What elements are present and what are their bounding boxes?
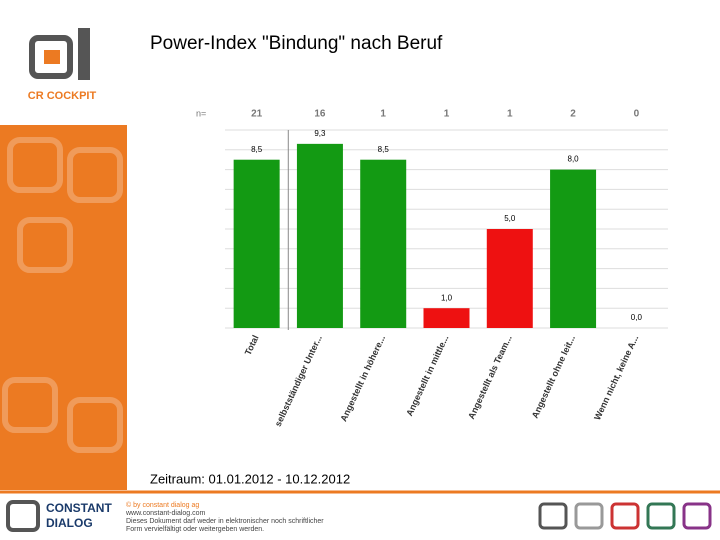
footer-line: Form vervielfältigt oder weitergeben wer… [126,526,264,533]
value-label: 8,0 [568,155,580,164]
value-label: 9,3 [314,129,326,138]
bar [486,229,533,328]
footer-icons [538,502,712,530]
n-value: 1 [380,109,386,120]
footer-brand: CONSTANT [46,501,112,515]
panel-pattern [2,137,123,453]
bar [296,143,343,328]
footer-line: © by constant dialog ag [126,501,199,509]
logo [29,28,90,80]
value-label: 0,0 [631,313,643,322]
bar [550,169,597,328]
footer-line: Dieses Dokument darf weder in elektronis… [126,518,324,525]
n-value: 1 [444,109,450,120]
footer-line: www.constant-dialog.com [125,510,206,517]
bar [360,159,407,328]
value-label: 8,5 [378,145,390,154]
slide-title: Power-Index "Bindung" nach Beruf [150,33,443,54]
bar [423,308,470,328]
n-value: 21 [251,109,263,120]
footer-brand: DIALOG [46,516,93,530]
value-label: 5,0 [504,214,516,223]
footer-logo [6,500,40,532]
bar [233,159,280,328]
side-panel [0,125,127,490]
period: Zeitraum: 01.01.2012 - 10.12.2012 [150,471,350,486]
logo-text: CR COCKPIT [28,90,97,102]
n-value: 1 [507,109,513,120]
n-label: n= [196,108,206,118]
value-label: 1,0 [441,293,453,302]
n-value: 16 [314,109,326,120]
n-value: 2 [570,109,576,120]
value-label: 8,5 [251,145,263,154]
n-value: 0 [634,109,640,120]
